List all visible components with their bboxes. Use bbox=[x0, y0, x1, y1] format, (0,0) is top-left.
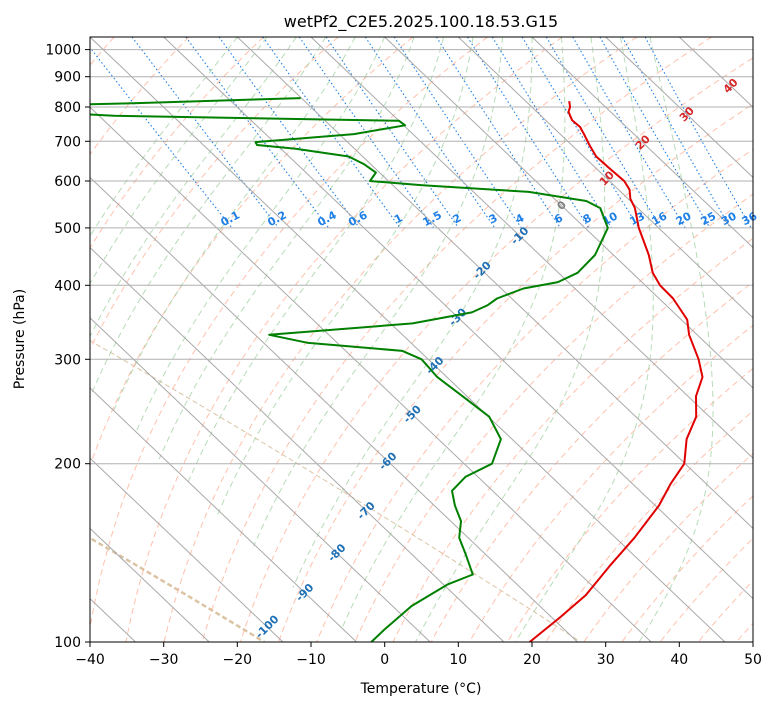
isotherm-line bbox=[310, 37, 753, 459]
y-tick-label: 300 bbox=[54, 352, 81, 368]
dry-adiabat-line bbox=[468, 324, 753, 642]
x-tick-label: −20 bbox=[223, 652, 253, 668]
dry-adiabat-line bbox=[125, 37, 563, 642]
mixing-ratio-label: 25 bbox=[699, 209, 719, 228]
mixing-ratio-line bbox=[599, 37, 711, 228]
moist-adiabat-line bbox=[112, 37, 356, 413]
isotherm-line bbox=[236, 37, 753, 530]
y-tick-label: 800 bbox=[54, 100, 81, 116]
dry-adiabat-line bbox=[659, 537, 753, 642]
temperature-profile-line bbox=[529, 101, 704, 642]
isotherm-line bbox=[90, 176, 578, 642]
moist-adiabat-line bbox=[90, 37, 238, 238]
mixing-ratio-label: 30 bbox=[719, 209, 739, 228]
y-tick-label: 200 bbox=[54, 457, 81, 473]
mixing-ratio-line bbox=[218, 37, 360, 228]
dry-adiabat-line bbox=[239, 57, 753, 642]
y-tick-label: 700 bbox=[54, 134, 81, 150]
y-tick-label: 900 bbox=[54, 70, 81, 86]
mixing-ratio-line bbox=[491, 37, 612, 228]
mixing-ratio-line bbox=[621, 37, 731, 228]
dry-adiabat-line bbox=[430, 281, 753, 642]
y-tick-label: 600 bbox=[54, 174, 81, 190]
mixing-ratio-line bbox=[521, 37, 640, 228]
mixing-ratio-label: 16 bbox=[650, 209, 670, 228]
x-tick-label: 20 bbox=[523, 652, 541, 668]
x-axis-title: Temperature (°C) bbox=[360, 681, 482, 697]
x-tick-label: 50 bbox=[744, 652, 762, 668]
isotherm-line bbox=[163, 37, 753, 600]
mixing-ratio-label: 20 bbox=[674, 209, 694, 228]
x-tick-label: 30 bbox=[597, 652, 615, 668]
moist-adiabat-line bbox=[292, 37, 533, 588]
y-axis-title: Pressure (hPa) bbox=[12, 289, 28, 389]
moist-adiabat-line bbox=[415, 37, 606, 642]
moist-adiabat-line bbox=[638, 37, 714, 642]
dry-adiabat-line bbox=[316, 148, 753, 642]
isotherm-line bbox=[90, 457, 284, 642]
mixing-ratio-label: 36 bbox=[740, 209, 760, 228]
isotherm-line bbox=[457, 37, 753, 319]
y-tick-label: 400 bbox=[54, 278, 81, 294]
mixing-ratio-line bbox=[644, 37, 752, 228]
isotherm-line bbox=[90, 387, 357, 642]
x-tick-label: −40 bbox=[75, 652, 105, 668]
dry-adiabat-line bbox=[354, 193, 753, 642]
isotherm-line bbox=[605, 37, 753, 179]
isotherm-line bbox=[384, 37, 753, 389]
isotherm-line bbox=[752, 37, 753, 38]
moist-adiabat-line bbox=[90, 37, 297, 338]
isotherm-line bbox=[90, 246, 505, 642]
plot-background bbox=[90, 37, 753, 642]
plot-frame bbox=[89, 36, 754, 643]
mixing-ratio-line bbox=[262, 37, 401, 228]
mixing-ratio-line bbox=[90, 46, 232, 228]
moist-adiabat-line bbox=[216, 37, 474, 516]
moist-adiabat-line bbox=[91, 37, 327, 393]
dry-adiabat-line bbox=[90, 37, 339, 351]
isotherm-line bbox=[90, 106, 652, 642]
x-tick-label: 40 bbox=[670, 652, 688, 668]
isotherm-line bbox=[90, 527, 210, 642]
dewpoint-profile-line bbox=[90, 97, 609, 642]
dry-adiabat-line bbox=[201, 37, 712, 642]
x-tick-label: −10 bbox=[296, 652, 326, 668]
dry-adiabat-line bbox=[583, 452, 753, 642]
moist-adiabat-line bbox=[135, 37, 386, 434]
mixing-ratio-line bbox=[467, 37, 589, 228]
mixing-ratio-line bbox=[325, 37, 459, 228]
dry-adiabat-line bbox=[90, 37, 190, 156]
dry-adiabat-line bbox=[392, 237, 753, 642]
isotherm-line bbox=[0, 37, 62, 642]
mixing-ratio-line bbox=[435, 37, 561, 228]
isotherm-line bbox=[90, 317, 431, 642]
moist-adiabat-line bbox=[186, 37, 445, 485]
moist-adiabat-line bbox=[90, 37, 268, 285]
isotherm-line bbox=[90, 37, 726, 642]
x-tick-label: 0 bbox=[380, 652, 389, 668]
isotherm-line bbox=[531, 37, 753, 249]
x-tick-label: −30 bbox=[149, 652, 179, 668]
mixing-ratio-line bbox=[572, 37, 686, 228]
chart-title: wetPf2_C2E5.2025.100.18.53.G15 bbox=[284, 12, 558, 32]
y-tick-label: 500 bbox=[54, 221, 81, 237]
moist-adiabat-line bbox=[341, 37, 566, 630]
x-tick-label: 10 bbox=[449, 652, 467, 668]
dry-adiabat-line bbox=[90, 37, 488, 631]
y-tick-label: 100 bbox=[54, 635, 81, 651]
dry-adiabat-line bbox=[163, 37, 638, 642]
y-tick-label: 1000 bbox=[45, 43, 81, 59]
